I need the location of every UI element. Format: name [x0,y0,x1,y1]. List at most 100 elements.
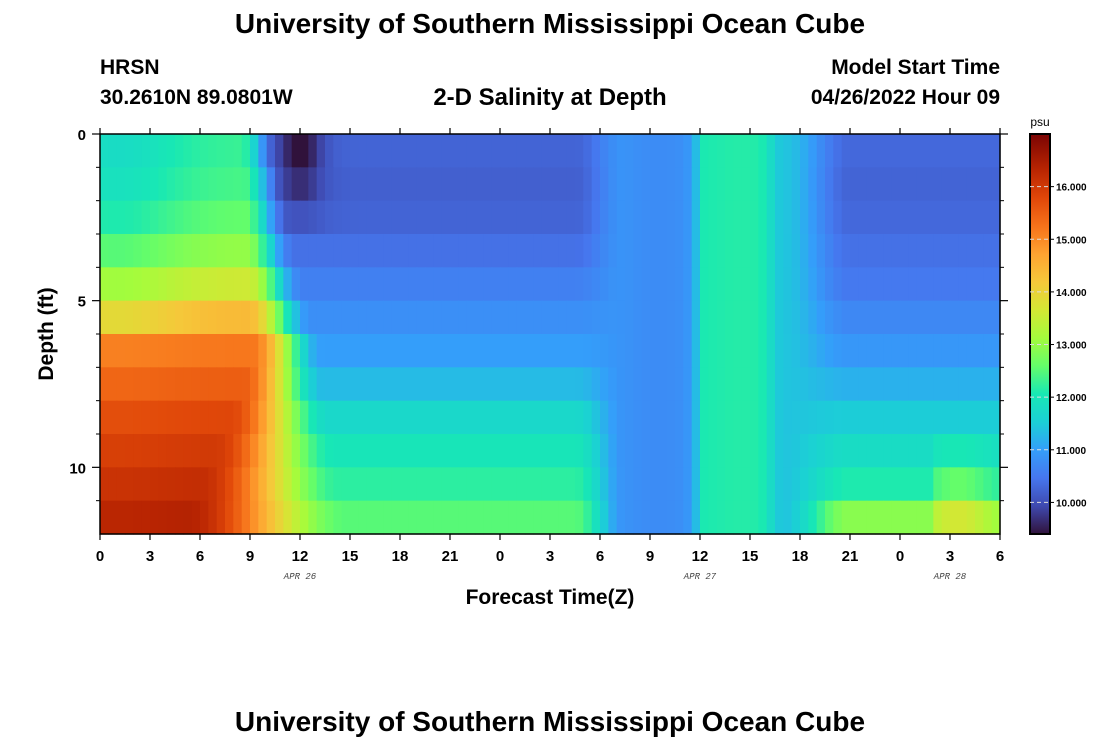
heatmap-cell [741,400,751,435]
heatmap-cell [425,334,434,368]
heatmap-cell [600,200,609,235]
heatmap-cell [575,367,584,402]
heatmap-cell [491,300,501,335]
heatmap-cell [116,434,126,468]
heatmap-cell [400,267,409,302]
heatmap-cell [966,500,976,535]
heatmap-cell [200,134,209,168]
heatmap-cell [841,167,851,202]
heatmap-cell [850,467,859,502]
heatmap-cell [225,334,234,368]
heatmap-cell [708,300,718,335]
heatmap-cell [950,500,959,535]
heatmap-cell [991,367,1001,402]
heatmap-cell [633,200,643,235]
heatmap-cell [108,467,118,502]
heatmap-cell [100,367,109,402]
x-tick-label: 0 [96,548,104,565]
heatmap-cell [533,400,543,435]
heatmap-cell [175,267,184,302]
heatmap-cell [900,167,909,202]
heatmap-cell [400,300,409,335]
heatmap-cell [225,300,234,335]
heatmap-cell [850,234,859,268]
heatmap-cell [233,134,243,168]
heatmap-cell [916,500,926,535]
heatmap-cell [325,134,334,168]
heatmap-cell [433,367,443,402]
heatmap-cell [358,200,368,235]
heatmap-cell [208,234,218,268]
colorbar-ramp [1030,134,1050,534]
heatmap-cell [866,200,876,235]
heatmap-cell [191,500,201,535]
heatmap-cell [666,400,676,435]
heatmap-cell [900,200,909,235]
heatmap-cell [133,334,143,368]
heatmap-cell [708,400,718,435]
heatmap-cell [975,167,984,202]
heatmap-cell [941,367,951,402]
heatmap-cell [266,367,276,402]
heatmap-cell [383,467,393,502]
heatmap-cell [866,267,876,302]
heatmap-cell [833,400,843,435]
heatmap-cell [125,434,134,468]
heatmap-cell [566,434,576,468]
heatmap-cell [741,467,751,502]
heatmap-cell [525,434,534,468]
heatmap-cell [150,367,159,402]
heatmap-cell [516,267,526,302]
heatmap-cell [175,334,184,368]
heatmap-cell [266,200,276,235]
heatmap-cell [158,267,168,302]
heatmap-cell [950,234,959,268]
heatmap-cell [400,134,409,168]
heatmap-cell [133,467,143,502]
heatmap-cell [575,167,584,202]
heatmap-cell [933,334,943,368]
heatmap-cell [950,400,959,435]
heatmap-cell [775,334,784,368]
heatmap-cell [666,434,676,468]
heatmap-cell [158,367,168,402]
main-title: University of Southern Mississippi Ocean… [234,8,866,39]
heatmap-cell [408,200,418,235]
heatmap-cell [100,267,109,302]
heatmap-cell [825,367,834,402]
heatmap-cell [633,167,643,202]
heatmap-cell [891,300,901,335]
heatmap-cell [175,367,184,402]
heatmap-cell [808,500,818,535]
heatmap-cell [100,234,109,268]
heatmap-cell [391,167,401,202]
heatmap-cell [516,167,526,202]
heatmap-cell [700,134,709,168]
heatmap-cell [391,334,401,368]
heatmap-cell [150,300,159,335]
heatmap-cell [816,134,826,168]
heatmap-cell [766,367,776,402]
heatmap-cell [225,134,234,168]
heatmap-cell [425,434,434,468]
heatmap-cell [775,234,784,268]
heatmap-cell [125,234,134,268]
heatmap-cell [500,500,509,535]
heatmap-cell [841,367,851,402]
heatmap-cell [408,267,418,302]
heatmap-cell [108,200,118,235]
heatmap-cell [708,467,718,502]
heatmap-cell [375,500,384,535]
heatmap-cell [783,400,793,435]
heatmap-cell [208,267,218,302]
heatmap-cell [525,400,534,435]
heatmap-cell [408,300,418,335]
heatmap-cell [650,234,659,268]
heatmap-cell [658,267,668,302]
heatmap-cell [691,300,701,335]
heatmap-cell [483,300,493,335]
heatmap-cell [183,467,193,502]
heatmap-cell [891,434,901,468]
heatmap-cell [133,400,143,435]
heatmap-cell [983,367,993,402]
